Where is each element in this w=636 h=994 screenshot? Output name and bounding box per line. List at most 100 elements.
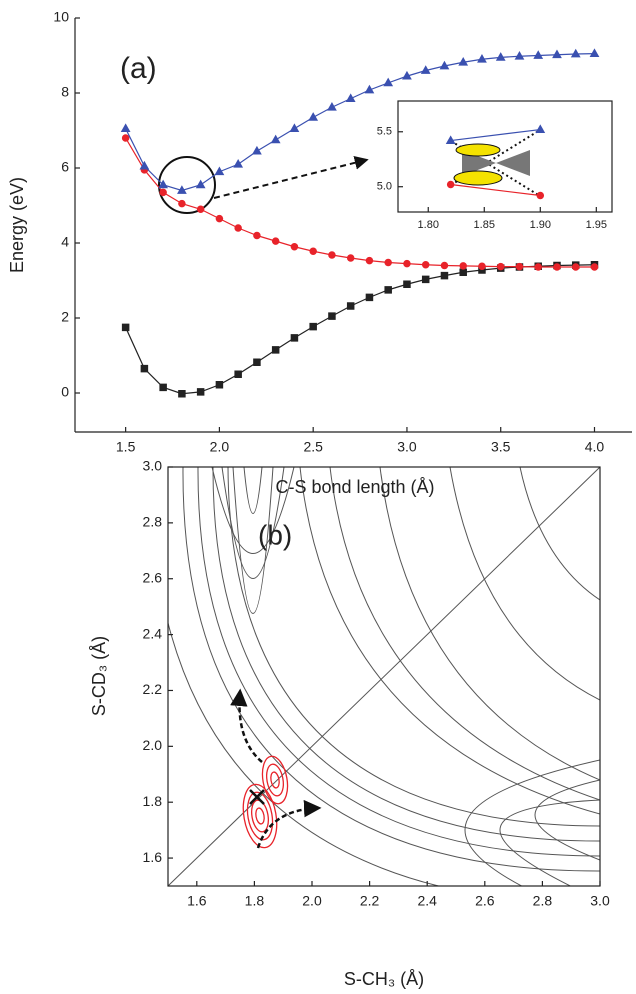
y-tick-label: 2.2 <box>143 681 163 697</box>
marker <box>308 112 319 121</box>
marker <box>514 51 525 60</box>
plot-frame <box>397 100 613 213</box>
marker <box>421 261 430 269</box>
marker <box>290 243 299 251</box>
marker <box>328 312 336 320</box>
x-tick-label: 4.0 <box>585 439 605 455</box>
marker <box>445 135 456 144</box>
y-tick-label: 1.8 <box>143 793 163 809</box>
marker <box>214 166 225 176</box>
marker <box>403 259 411 268</box>
marker <box>536 191 545 200</box>
x-tick-label: 2.8 <box>533 893 553 909</box>
x-tick-label: 3.5 <box>491 439 511 455</box>
marker <box>571 263 580 271</box>
y-tick-label: 2.0 <box>143 737 163 753</box>
marker <box>535 124 546 133</box>
marker <box>215 214 224 223</box>
marker <box>383 77 394 87</box>
marker <box>121 323 130 332</box>
y-tick-label: 3.0 <box>143 458 163 474</box>
marker <box>459 268 467 276</box>
marker <box>570 48 581 58</box>
marker <box>365 256 374 265</box>
marker <box>346 254 355 262</box>
x-tick-label: 2.5 <box>303 439 323 455</box>
marker <box>159 188 167 197</box>
marker <box>253 231 261 240</box>
x-tick-label: 1.5 <box>116 439 136 455</box>
marker <box>120 123 131 132</box>
x-axis-label: S-CH₃ (Å) <box>344 969 424 989</box>
x-tick-label: 1.85 <box>474 219 495 231</box>
marker <box>121 134 130 142</box>
marker <box>403 280 411 288</box>
marker <box>290 334 299 342</box>
x-tick-label: 2.0 <box>210 439 230 455</box>
highlight-circle <box>158 156 216 214</box>
arrow <box>213 155 369 199</box>
x-tick-label: 3.0 <box>397 439 417 455</box>
marker <box>178 390 186 398</box>
y-tick-label: 2 <box>61 309 69 325</box>
x-tick-label: 2.6 <box>475 893 495 909</box>
plot-frame <box>167 466 601 887</box>
marker <box>496 262 505 271</box>
y-axis-label: Energy (eV) <box>7 177 27 273</box>
y-tick-label: 0 <box>61 384 69 400</box>
marker <box>459 262 467 270</box>
marker <box>420 65 431 74</box>
x-tick-label: 2.0 <box>302 893 322 909</box>
contour-lines <box>168 467 600 886</box>
marker <box>271 237 280 245</box>
marker <box>440 271 449 280</box>
marker <box>253 358 261 366</box>
marker <box>439 60 450 70</box>
marker <box>384 258 392 267</box>
marker <box>402 70 412 80</box>
marker <box>384 286 392 294</box>
marker <box>196 205 205 213</box>
marker <box>327 102 337 111</box>
marker <box>177 185 187 194</box>
marker <box>328 251 336 259</box>
series-line <box>125 264 595 395</box>
x-tick-label: 2.4 <box>417 893 437 909</box>
marker <box>195 179 206 189</box>
marker <box>478 262 486 270</box>
x-tick-label: 2.2 <box>360 893 380 909</box>
y-tick-label: 4 <box>61 234 69 250</box>
x-tick-label: 1.8 <box>245 893 265 909</box>
arrow <box>230 688 263 763</box>
marker <box>364 84 375 94</box>
marker <box>495 52 506 61</box>
marker <box>309 322 317 331</box>
marker <box>178 199 186 208</box>
panel-label: (a) <box>120 52 157 85</box>
marker <box>234 224 242 232</box>
marker <box>458 57 469 66</box>
x-tick-label: 1.90 <box>530 219 551 231</box>
marker <box>552 49 562 59</box>
marker <box>215 381 224 389</box>
marker <box>365 293 374 302</box>
marker <box>446 180 455 189</box>
marker <box>477 54 487 63</box>
marker <box>252 145 262 155</box>
y-tick-label: 2.4 <box>143 625 163 641</box>
y-tick-label: 5.0 <box>377 181 392 193</box>
marker <box>309 247 317 255</box>
y-axis-label: S-CD₃ (Å) <box>89 636 109 716</box>
marker <box>345 93 356 102</box>
marker <box>139 160 150 170</box>
marker <box>553 263 561 271</box>
x-tick-label: 1.6 <box>187 893 207 909</box>
arrow <box>256 799 322 849</box>
marker <box>159 383 167 392</box>
marker <box>590 263 599 271</box>
marker <box>533 50 544 59</box>
marker <box>515 262 524 271</box>
marker <box>234 370 242 378</box>
